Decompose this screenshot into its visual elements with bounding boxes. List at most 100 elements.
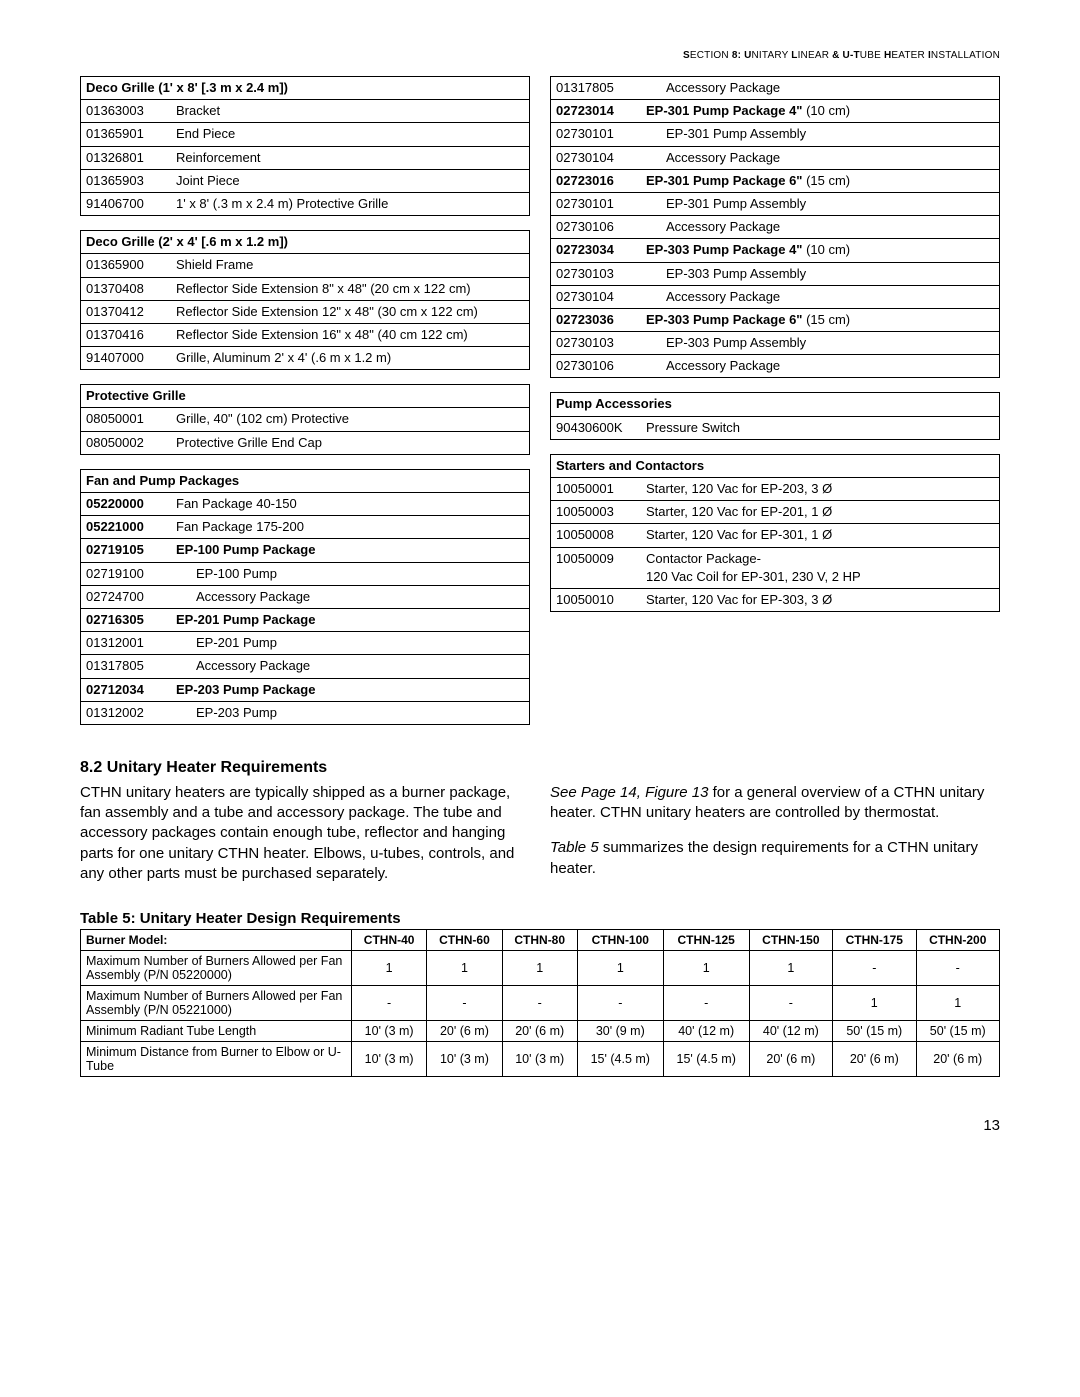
design-cell: 1 [502, 950, 577, 985]
part-code: 02712034 [81, 678, 172, 701]
part-code: 91407000 [81, 347, 172, 370]
part-code: 10050010 [551, 588, 642, 611]
design-row-label: Maximum Number of Burners Allowed per Fa… [81, 950, 352, 985]
part-code: 02723034 [551, 239, 642, 262]
part-desc: Reflector Side Extension 16" x 48" (40 c… [171, 323, 530, 346]
model-header: CTHN-100 [577, 929, 663, 950]
part-code: 01370408 [81, 277, 172, 300]
design-row: Maximum Number of Burners Allowed per Fa… [81, 950, 1000, 985]
design-cell: 40' (12 m) [663, 1020, 749, 1041]
part-desc: EP-301 Pump Assembly [641, 123, 1000, 146]
table-row: 02723036EP-303 Pump Package 6" (15 cm) [551, 308, 1000, 331]
part-desc: Protective Grille End Cap [171, 431, 530, 454]
table-row: 02716305EP-201 Pump Package [81, 608, 530, 631]
design-cell: 1 [427, 950, 502, 985]
table-row: 08050001Grille, 40" (102 cm) Protective [81, 408, 530, 431]
part-code: 01370412 [81, 300, 172, 323]
part-desc: EP-303 Pump Package 4" (10 cm) [641, 239, 1000, 262]
table-row: 02712034EP-203 Pump Package [81, 678, 530, 701]
part-desc: 1' x 8' (.3 m x 2.4 m) Protective Grille [171, 192, 530, 215]
table-row: 90430600KPressure Switch [551, 416, 1000, 439]
left-paragraph: CTHN unitary heaters are typically shipp… [80, 783, 530, 884]
design-cell: 10' (3 m) [502, 1041, 577, 1076]
table-row: 10050009Contactor Package-120 Vac Coil f… [551, 547, 1000, 588]
section-8-2-title: 8.2 Unitary Heater Requirements [80, 759, 1000, 777]
parts-table: 01317805Accessory Package02723014EP-301 … [550, 76, 1000, 378]
design-row: Minimum Distance from Burner to Elbow or… [81, 1041, 1000, 1076]
design-cell: 10' (3 m) [427, 1041, 502, 1076]
part-desc: Starter, 120 Vac for EP-203, 3 Ø [641, 478, 1000, 501]
part-desc: EP-201 Pump Package [171, 608, 530, 631]
design-cell: 1 [833, 985, 916, 1020]
part-desc: Bracket [171, 100, 530, 123]
part-code: 01317805 [551, 77, 642, 100]
design-cell: 10' (3 m) [352, 1020, 427, 1041]
table-row: 02723034EP-303 Pump Package 4" (10 cm) [551, 239, 1000, 262]
design-cell: 20' (6 m) [833, 1041, 916, 1076]
parts-table: Pump Accessories90430600KPressure Switch [550, 392, 1000, 439]
part-desc: Grille, 40" (102 cm) Protective [171, 408, 530, 431]
table-row: 02730104Accessory Package [551, 146, 1000, 169]
table-row: 914067001' x 8' (.3 m x 2.4 m) Protectiv… [81, 192, 530, 215]
table-row: 02730103EP-303 Pump Assembly [551, 332, 1000, 355]
table-title: Deco Grille (2' x 4' [.6 m x 1.2 m]) [81, 231, 530, 254]
table-row: 02730101EP-301 Pump Assembly [551, 192, 1000, 215]
design-row: Maximum Number of Burners Allowed per Fa… [81, 985, 1000, 1020]
part-code: 02730103 [551, 262, 642, 285]
part-code: 08050001 [81, 408, 172, 431]
table-row: 01317805Accessory Package [551, 77, 1000, 100]
part-desc: Accessory Package [641, 216, 1000, 239]
part-code: 02723036 [551, 308, 642, 331]
design-cell: 40' (12 m) [749, 1020, 832, 1041]
part-code: 10050001 [551, 478, 642, 501]
design-cell: - [352, 985, 427, 1020]
table-row: 01365903Joint Piece [81, 169, 530, 192]
part-code: 02730106 [551, 216, 642, 239]
table-row: 02730101EP-301 Pump Assembly [551, 123, 1000, 146]
table-row: 01370416Reflector Side Extension 16" x 4… [81, 323, 530, 346]
design-cell: 20' (6 m) [502, 1020, 577, 1041]
design-cell: 50' (15 m) [833, 1020, 916, 1041]
table-row: 01365900Shield Frame [81, 254, 530, 277]
part-desc: Fan Package 40-150 [171, 493, 530, 516]
design-cell: 15' (4.5 m) [577, 1041, 663, 1076]
part-code: 02723016 [551, 169, 642, 192]
part-code: 10050008 [551, 524, 642, 547]
table-row: 91407000Grille, Aluminum 2' x 4' (.6 m x… [81, 347, 530, 370]
parts-table: Starters and Contactors10050001Starter, … [550, 454, 1000, 612]
design-cell: 1 [916, 985, 1000, 1020]
part-code: 02730106 [551, 355, 642, 378]
design-row-label: Minimum Distance from Burner to Elbow or… [81, 1041, 352, 1076]
part-code: 01365901 [81, 123, 172, 146]
table-row: 01370408Reflector Side Extension 8" x 48… [81, 277, 530, 300]
model-header: CTHN-80 [502, 929, 577, 950]
table-title: Fan and Pump Packages [81, 469, 530, 492]
part-code: 02730104 [551, 146, 642, 169]
design-row-label: Minimum Radiant Tube Length [81, 1020, 352, 1041]
part-desc: EP-201 Pump [171, 632, 530, 655]
page-number: 13 [80, 1117, 1000, 1134]
part-desc: EP-301 Pump Package 4" (10 cm) [641, 100, 1000, 123]
table-row: 02719100EP-100 Pump [81, 562, 530, 585]
model-header: CTHN-60 [427, 929, 502, 950]
table-row: 05221000Fan Package 175-200 [81, 516, 530, 539]
design-cell: 1 [577, 950, 663, 985]
table-row: 01363003Bracket [81, 100, 530, 123]
parts-table: Protective Grille08050001Grille, 40" (10… [80, 384, 530, 455]
part-code: 01326801 [81, 146, 172, 169]
part-desc: Accessory Package [641, 77, 1000, 100]
part-code: 02716305 [81, 608, 172, 631]
part-code: 02730101 [551, 123, 642, 146]
table-row: 08050002Protective Grille End Cap [81, 431, 530, 454]
part-code: 02730103 [551, 332, 642, 355]
table-row: 01317805Accessory Package [81, 655, 530, 678]
right-paragraphs: See Page 14, Figure 13 for a general ove… [550, 783, 1000, 894]
design-requirements-table: Burner Model:CTHN-40CTHN-60CTHN-80CTHN-1… [80, 929, 1000, 1077]
part-desc: Reinforcement [171, 146, 530, 169]
part-desc: Accessory Package [171, 655, 530, 678]
part-desc: EP-203 Pump [171, 701, 530, 724]
design-cell: 10' (3 m) [352, 1041, 427, 1076]
part-code: 90430600K [551, 416, 642, 439]
part-desc: EP-303 Pump Package 6" (15 cm) [641, 308, 1000, 331]
part-code: 91406700 [81, 192, 172, 215]
